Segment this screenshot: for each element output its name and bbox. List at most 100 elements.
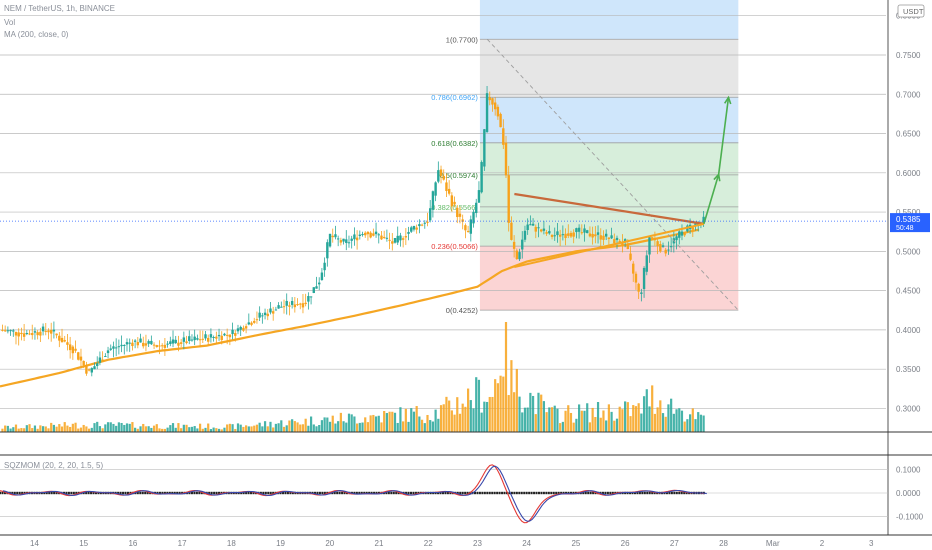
squeeze-dot (213, 491, 216, 495)
squeeze-dot (373, 491, 376, 495)
volume-bar (136, 428, 139, 432)
volume-bar (615, 418, 619, 432)
squeeze-dot (646, 491, 649, 495)
candle-body (304, 302, 307, 305)
currency-badge (897, 4, 925, 18)
candle-body (510, 222, 513, 240)
squeeze-dot (636, 491, 639, 495)
volume-bar (523, 407, 527, 432)
volume-bar (20, 428, 23, 432)
volume-bar (550, 407, 554, 432)
candle-body (74, 348, 77, 351)
squeeze-dot (496, 491, 499, 495)
time-tick-label: 25 (571, 539, 580, 548)
volume-bar (499, 375, 502, 432)
volume-bar (364, 417, 367, 432)
candle-body (198, 339, 202, 341)
candle-body (142, 342, 145, 347)
volume-bar (564, 410, 567, 432)
squeeze-dot (478, 491, 481, 495)
candle-body (117, 346, 121, 348)
volume-bar (106, 422, 110, 432)
candle-body (334, 234, 337, 238)
time-tick-label: 22 (424, 539, 433, 548)
signal-line (2, 465, 707, 522)
candle-body (345, 239, 348, 243)
candle-body (55, 333, 58, 336)
volume-bar (272, 427, 275, 432)
squeeze-dot (385, 491, 388, 495)
volume-bar (239, 424, 242, 432)
candle-body (518, 252, 521, 260)
price-tick-label: 0.6500 (896, 130, 921, 139)
volume-bar (169, 425, 172, 432)
volume-bar (1, 428, 4, 432)
candle-body (604, 233, 608, 237)
volume-bar (334, 423, 337, 432)
fib-level-label: 0.382(0.5566) (431, 203, 478, 212)
squeeze-dot (333, 491, 336, 495)
squeeze-dot (124, 491, 127, 495)
volume-bar (634, 406, 638, 432)
candle-body (564, 233, 567, 239)
volume-bar (166, 427, 169, 432)
candle-body (285, 300, 288, 306)
candle-body (588, 233, 592, 237)
squeeze-dot (65, 491, 68, 495)
squeeze-dot (336, 491, 339, 495)
squeeze-dot (390, 491, 393, 495)
squeeze-dot (200, 491, 203, 495)
volume-bar (245, 425, 248, 432)
candle-body (613, 239, 616, 244)
candle-body (364, 232, 367, 236)
candle-body (14, 332, 18, 336)
volume-bar (675, 409, 678, 432)
candle-body (28, 333, 31, 335)
candle-body (412, 225, 416, 230)
squeeze-dot (562, 491, 565, 495)
volume-bar (33, 425, 37, 432)
volume-bar (691, 408, 694, 432)
squeeze-dot (501, 491, 504, 495)
squeeze-dot (240, 491, 243, 495)
candle-body (426, 221, 429, 223)
squeeze-dot (587, 491, 590, 495)
candle-body (123, 344, 126, 346)
candle-body (63, 340, 66, 342)
candle-body (17, 332, 20, 337)
squeeze-dot (48, 491, 51, 495)
candle-body (545, 232, 548, 234)
volume-bar (242, 426, 245, 432)
candle-body (653, 238, 657, 241)
volume-bar (150, 427, 153, 432)
candle-body (539, 229, 543, 232)
volume-bar (556, 408, 559, 432)
volume-bar (526, 407, 529, 432)
volume-bar (77, 428, 80, 432)
squeeze-dot (70, 491, 73, 495)
volume-bar (469, 400, 472, 432)
squeeze-dot (560, 491, 563, 495)
candle-body (253, 320, 256, 323)
volume-bar (540, 394, 543, 432)
candle-body (179, 342, 183, 344)
time-tick-label: 2 (820, 539, 825, 548)
indicator-tick-label: -0.1000 (896, 512, 924, 521)
squeeze-dot (540, 491, 543, 495)
candle-body (615, 237, 619, 241)
volume-bar (372, 414, 375, 432)
squeeze-dot (365, 491, 368, 495)
volume-bar (71, 423, 74, 432)
squeeze-dot (3, 491, 6, 495)
volume-bar (85, 426, 88, 432)
squeeze-dot (272, 491, 275, 495)
price-tick-label: 0.6000 (896, 169, 921, 178)
momentum-line (0, 464, 704, 524)
candle-body (247, 322, 251, 325)
candle-body (583, 228, 586, 233)
volume-bar (171, 423, 175, 432)
volume-bar (602, 410, 605, 432)
squeeze-dot (653, 491, 656, 495)
candle-body (437, 170, 440, 182)
